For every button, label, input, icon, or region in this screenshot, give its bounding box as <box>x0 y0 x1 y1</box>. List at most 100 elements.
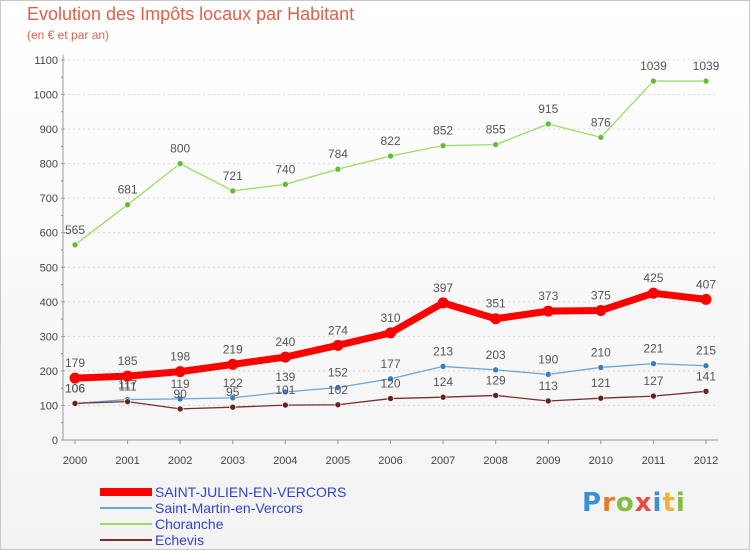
data-label: 240 <box>275 335 295 349</box>
data-label: 221 <box>643 342 663 356</box>
data-label: 565 <box>65 223 85 237</box>
data-point <box>542 305 554 317</box>
chart-title: Evolution des Impôts locaux par Habitant <box>27 4 355 24</box>
data-point <box>439 393 447 401</box>
data-point <box>69 372 81 384</box>
x-tick-label: 2000 <box>63 455 87 467</box>
data-point <box>492 392 499 399</box>
data-label: 139 <box>275 370 295 384</box>
data-point <box>174 366 186 378</box>
data-label: 190 <box>538 352 558 366</box>
data-label: 822 <box>380 134 400 148</box>
data-label: 122 <box>223 376 243 390</box>
data-point <box>597 134 605 141</box>
y-tick-label: 400 <box>40 297 58 309</box>
data-label: 740 <box>275 162 295 176</box>
data-label: 124 <box>433 375 453 389</box>
data-label: 915 <box>538 102 558 116</box>
data-point <box>122 370 134 382</box>
data-label: 407 <box>696 277 716 291</box>
data-point <box>176 405 184 413</box>
data-point <box>387 395 394 402</box>
series-line-choranche <box>74 80 707 246</box>
data-point <box>439 142 447 149</box>
data-point <box>332 339 344 351</box>
data-label: 681 <box>118 183 138 197</box>
data-label: 185 <box>118 354 138 368</box>
data-label: 113 <box>539 379 558 393</box>
data-point <box>229 187 237 195</box>
data-label: 219 <box>223 342 243 356</box>
x-tick-label: 2003 <box>221 455 245 467</box>
data-point <box>176 160 184 167</box>
data-point <box>439 363 447 370</box>
y-tick-label: 500 <box>40 262 58 274</box>
data-point <box>71 400 79 407</box>
data-point <box>227 358 239 370</box>
logo-letter: o <box>615 488 635 518</box>
data-point <box>387 152 394 160</box>
logo-letter: r <box>602 488 616 518</box>
data-label: 1039 <box>693 59 720 73</box>
x-tick-label: 2009 <box>536 455 560 467</box>
data-point <box>282 181 289 188</box>
x-tick-label: 2007 <box>431 455 455 467</box>
y-tick-label: 200 <box>40 366 58 378</box>
legend-swatch <box>100 488 152 496</box>
data-point <box>334 165 342 173</box>
x-tick-label: 2012 <box>694 455 718 467</box>
data-label: 111 <box>118 380 137 394</box>
data-label: 101 <box>275 383 295 397</box>
legend-swatch <box>100 523 152 525</box>
data-label: 784 <box>328 147 348 161</box>
data-label: 129 <box>486 373 506 387</box>
legend-label: Saint-Martin-en-Vercors <box>155 500 303 516</box>
y-tick-label: 300 <box>40 331 58 343</box>
data-label: 141 <box>696 369 716 383</box>
logo-letter: x <box>634 488 653 518</box>
data-point <box>700 293 712 305</box>
x-tick-label: 2004 <box>273 455 297 467</box>
data-label: 95 <box>226 385 240 399</box>
data-label: 425 <box>643 271 663 285</box>
data-point <box>544 120 552 128</box>
data-point <box>334 384 342 391</box>
data-point <box>124 398 131 405</box>
data-label: 375 <box>591 288 611 302</box>
data-label: 274 <box>328 323 348 337</box>
data-label: 102 <box>328 383 348 397</box>
data-point <box>282 388 289 396</box>
data-point <box>597 364 605 371</box>
data-point <box>650 77 657 85</box>
data-label: 121 <box>591 376 611 390</box>
data-point <box>492 141 499 148</box>
data-point <box>702 77 710 85</box>
data-label: 198 <box>170 350 190 364</box>
data-label: 210 <box>591 345 611 359</box>
chart-subtitle: (en € et par an) <box>27 28 110 42</box>
data-point <box>176 395 184 403</box>
data-point <box>597 394 605 402</box>
data-label: 373 <box>538 289 558 303</box>
data-point <box>702 362 710 370</box>
legend-swatch <box>100 507 152 509</box>
x-tick-label: 2011 <box>642 455 666 467</box>
data-label: 106 <box>65 381 85 395</box>
data-label: 1039 <box>640 59 667 73</box>
data-point <box>229 394 237 402</box>
data-point <box>279 351 291 363</box>
data-label: 106 <box>65 381 85 395</box>
data-point <box>124 201 131 209</box>
data-point <box>437 297 449 309</box>
data-point <box>387 375 394 383</box>
data-point <box>282 401 289 409</box>
data-label: 120 <box>380 377 400 391</box>
data-label: 152 <box>328 365 348 379</box>
x-tick-label: 2010 <box>589 455 613 467</box>
data-label: 351 <box>486 297 506 311</box>
data-label: 90 <box>173 387 187 401</box>
data-point <box>647 287 659 299</box>
y-tick-label: 700 <box>40 193 58 205</box>
